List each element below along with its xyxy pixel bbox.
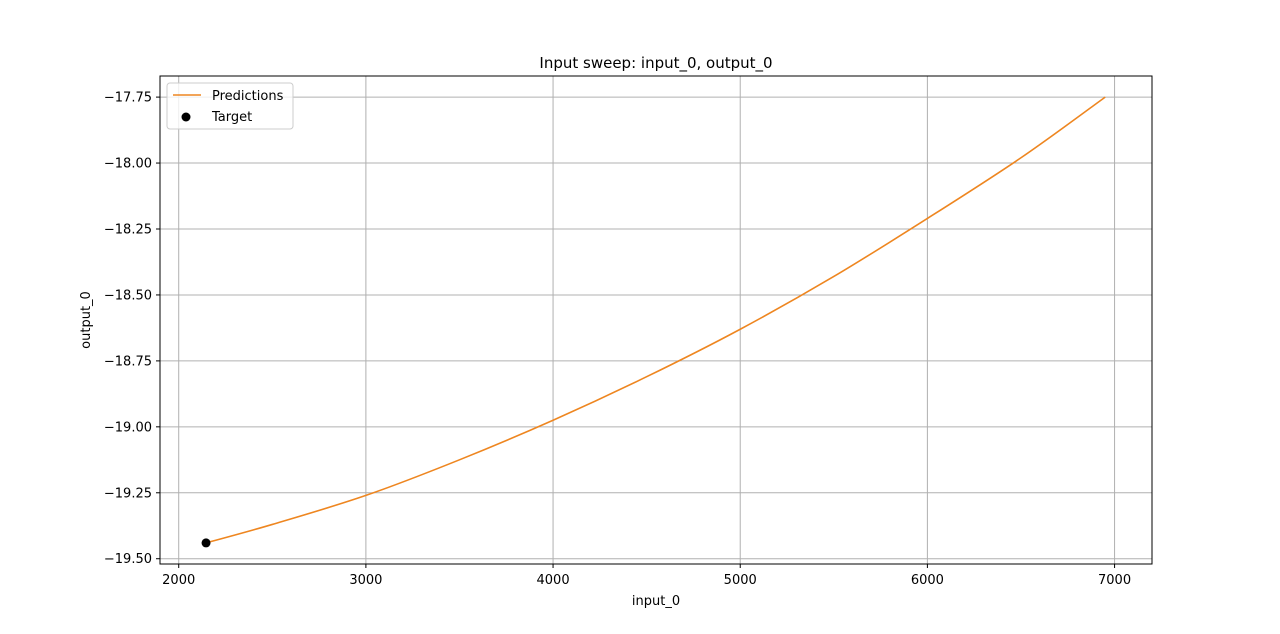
- plot-layer: [201, 96, 1106, 548]
- x-axis-label: input_0: [632, 594, 680, 609]
- y-tick-label: −18.00: [104, 157, 152, 172]
- y-tick-label: −18.25: [104, 222, 152, 237]
- y-tick-label: −19.50: [104, 552, 152, 567]
- plot-frame: [159, 75, 1153, 565]
- y-tick-label: −17.75: [104, 91, 152, 106]
- x-tick-label: 7000: [1098, 573, 1131, 588]
- legend-target-label: Target: [211, 110, 252, 125]
- legend-target-swatch: [181, 112, 191, 122]
- x-tick-label: 5000: [724, 573, 757, 588]
- y-tick-label: −18.75: [104, 354, 152, 369]
- y-tick-label: −19.25: [104, 486, 152, 501]
- x-tick-label: 4000: [537, 573, 570, 588]
- legend: Predictions Target: [166, 82, 294, 130]
- grid-layer: [160, 76, 1152, 564]
- legend-predictions-label: Predictions: [212, 89, 284, 104]
- y-tick-label: −18.50: [104, 288, 152, 303]
- predictions-line: [205, 96, 1106, 544]
- x-tick-label: 2000: [162, 573, 195, 588]
- target-point: [201, 538, 211, 548]
- y-tick-label: −19.00: [104, 420, 152, 435]
- y-ticks: −17.75 −18.00 −18.25 −18.50 −18.75 −19.00 −19.…: [104, 91, 160, 567]
- y-axis-label: output_0: [79, 291, 94, 349]
- x-tick-label: 3000: [349, 573, 382, 588]
- chart-title: Input sweep: input_0, output_0: [539, 54, 772, 73]
- x-tick-label: 6000: [911, 573, 944, 588]
- x-ticks: 2000 3000 4000 5000 6000 7000: [162, 564, 1131, 588]
